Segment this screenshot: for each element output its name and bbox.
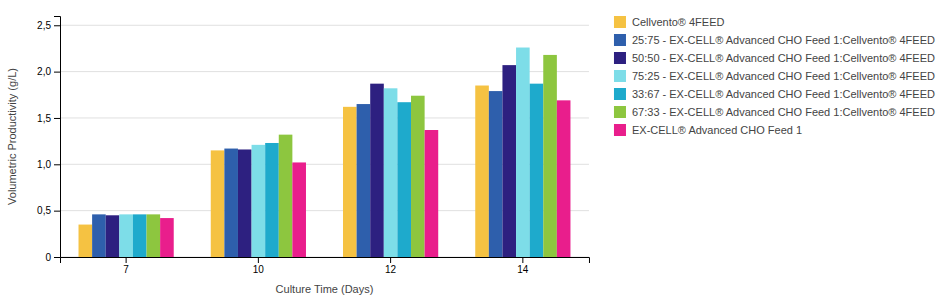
bar [384, 88, 398, 257]
y-tick-mark [54, 164, 60, 165]
legend-label: 75:25 - EX-CELL® Advanced CHO Feed 1:Cel… [632, 70, 935, 82]
legend-label: 33:67 - EX-CELL® Advanced CHO Feed 1:Cel… [632, 88, 935, 100]
bar [292, 162, 306, 257]
bar [160, 218, 174, 257]
y-tick: 1,0 [37, 159, 60, 170]
y-tick: 2,5 [37, 20, 60, 31]
grid [60, 25, 589, 257]
legend-swatch [614, 106, 626, 118]
bar [147, 214, 161, 257]
bar [370, 84, 384, 257]
bar [79, 225, 93, 257]
legend-item: 33:67 - EX-CELL® Advanced CHO Feed 1:Cel… [614, 88, 935, 100]
y-tick: 1,5 [37, 113, 60, 124]
bar [357, 104, 371, 257]
legend-item: 50:50 - EX-CELL® Advanced CHO Feed 1:Cel… [614, 52, 935, 64]
y-tick-mark [54, 211, 60, 212]
x-tick-label: 10 [253, 264, 265, 275]
bar [557, 100, 571, 257]
bar [238, 149, 252, 257]
legend-item: 67:33 - EX-CELL® Advanced CHO Feed 1:Cel… [614, 106, 935, 118]
x-axis-title: Culture Time (Days) [276, 283, 374, 295]
bar [133, 214, 147, 257]
bar [502, 65, 516, 257]
legend-swatch [614, 52, 626, 64]
bar [252, 145, 266, 257]
y-tick-mark [54, 25, 60, 26]
y-tick-label: 2,5 [37, 20, 51, 31]
legend-label: 50:50 - EX-CELL® Advanced CHO Feed 1:Cel… [632, 52, 935, 64]
y-tick: 0 [45, 252, 60, 263]
bar [265, 143, 279, 257]
y-tick-label: 1,5 [37, 113, 51, 124]
legend-swatch [614, 70, 626, 82]
x-tick-label: 7 [123, 264, 129, 275]
x-tick-mark [390, 257, 391, 263]
x-tick: 10 [253, 257, 265, 275]
y-tick-label: 2,0 [37, 66, 51, 77]
legend-swatch [614, 124, 626, 136]
x-axis-line [61, 258, 590, 264]
x-tick: 7 [123, 257, 129, 275]
bar [224, 149, 238, 257]
x-tick-mark [126, 257, 127, 263]
x-axis: 7 10 12 14 [61, 257, 590, 275]
y-tick-mark [54, 257, 60, 258]
legend-label: 67:33 - EX-CELL® Advanced CHO Feed 1:Cel… [632, 106, 935, 118]
legend: Cellvento® 4FEED 25:75 - EX-CELL® Advance… [614, 16, 935, 136]
x-tick: 12 [385, 257, 397, 275]
bar [92, 214, 106, 257]
bar [516, 48, 530, 257]
y-tick-mark [54, 72, 60, 73]
legend-item: 25:75 - EX-CELL® Advanced CHO Feed 1:Cel… [614, 34, 935, 46]
chart: Cellvento® 4FEED 25:75 - EX-CELL® Advance… [0, 0, 950, 301]
bar [411, 96, 425, 257]
legend-item: Cellvento® 4FEED [614, 16, 725, 28]
bar [489, 91, 503, 257]
y-tick-label: 0 [45, 252, 51, 263]
bar [397, 102, 411, 257]
y-tick-mark [54, 118, 60, 119]
legend-item: EX-CELL® Advanced CHO Feed 1 [614, 124, 802, 136]
y-tick: 2,0 [37, 66, 60, 77]
bars [79, 48, 571, 257]
bar [425, 130, 439, 257]
x-tick-label: 14 [517, 264, 529, 275]
y-axis: 0 0,5 1,0 1,5 2,0 2,5 [37, 17, 60, 263]
y-tick-label: 1,0 [37, 159, 51, 170]
x-tick-mark [258, 257, 259, 263]
plot: 0 0,5 1,0 1,5 2,0 2,5 7 10 12 14 [37, 17, 589, 276]
legend-label: EX-CELL® Advanced CHO Feed 1 [632, 124, 802, 136]
legend-swatch [614, 16, 626, 28]
legend-swatch [614, 88, 626, 100]
legend-label: 25:75 - EX-CELL® Advanced CHO Feed 1:Cel… [632, 34, 935, 46]
legend-swatch [614, 34, 626, 46]
bar [119, 214, 133, 257]
y-axis-title: Volumetric Productivity (g/L) [6, 68, 18, 205]
bar [543, 55, 557, 257]
bar [279, 135, 293, 257]
bar [530, 84, 544, 257]
bar [475, 86, 489, 257]
bar [343, 107, 357, 257]
y-tick: 0,5 [37, 205, 60, 216]
y-axis-line [54, 17, 61, 258]
bar [211, 150, 225, 257]
legend-item: 75:25 - EX-CELL® Advanced CHO Feed 1:Cel… [614, 70, 935, 82]
legend-label: Cellvento® 4FEED [632, 16, 725, 28]
y-tick-label: 0,5 [37, 205, 51, 216]
bar [106, 215, 120, 257]
x-tick-label: 12 [385, 264, 397, 275]
grid-line [60, 25, 589, 26]
x-tick: 14 [517, 257, 529, 275]
x-tick-mark [522, 257, 523, 263]
